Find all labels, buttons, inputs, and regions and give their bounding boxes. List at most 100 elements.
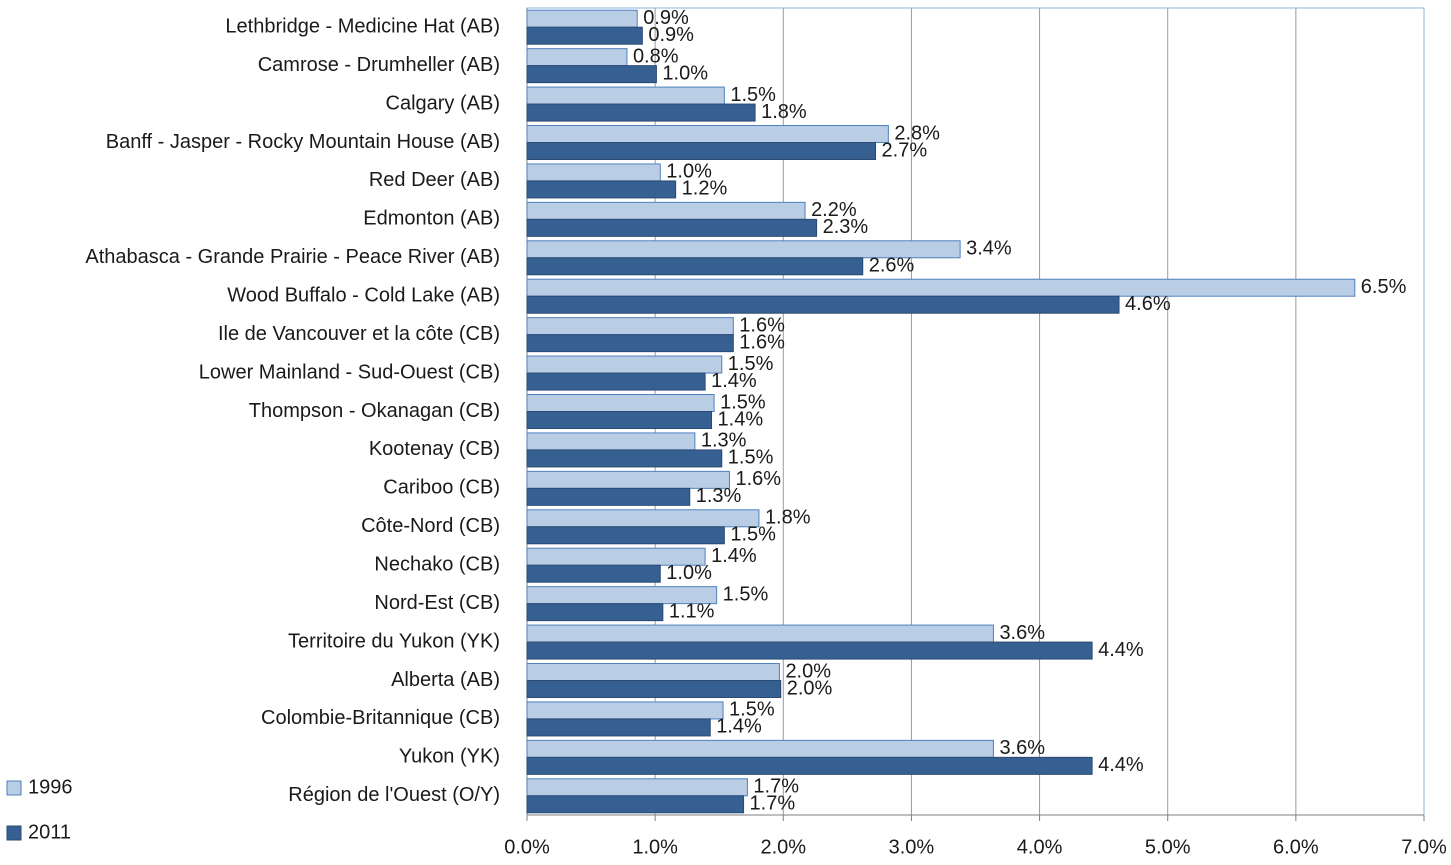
value-label: 1.5% [720,391,766,413]
bar [526,603,664,622]
legend-label: 1996 [28,776,73,798]
value-label: 1.7% [750,793,796,815]
value-label: 1.5% [728,447,774,469]
bar [526,739,994,758]
legend-swatch [6,780,22,796]
value-label: 1.0% [662,62,708,84]
value-label: 1.6% [739,331,785,353]
value-label: 1.6% [739,314,785,336]
y-tick-label: Colombie-Britannique (CB) [261,707,500,729]
value-label: 1.0% [666,161,712,183]
bar [526,180,677,199]
y-tick-label: Calgary (AB) [386,92,500,114]
y-tick-label: Région de l'Ouest (O/Y) [288,784,500,806]
value-label: 3.6% [999,622,1045,644]
value-label: 1.4% [718,408,764,430]
value-label: 1.4% [716,716,762,738]
legend-label: 2011 [28,821,71,843]
bar [526,65,657,84]
y-tick-label: Cariboo (CB) [383,477,500,499]
value-label: 1.8% [761,101,807,123]
bar [526,103,756,122]
y-tick-label: Lower Mainland - Sud-Ouest (CB) [199,361,500,383]
bar [526,295,1120,314]
value-label: 2.7% [882,139,928,161]
x-tick-label: 6.0% [1273,836,1319,858]
value-label: 1.2% [682,178,728,200]
y-tick-label: Territoire du Yukon (YK) [288,630,500,652]
bar [526,125,889,143]
bar [526,432,696,451]
bar [526,163,661,182]
bar [526,201,806,220]
y-tick-label: Côte-Nord (CB) [361,515,500,537]
value-label: 2.0% [785,660,831,682]
bar [526,142,877,160]
x-tick-label: 5.0% [1145,836,1191,858]
bar [526,48,628,67]
bar [526,624,994,643]
y-tick-label: Edmonton (AB) [363,208,500,230]
bar [526,663,780,681]
value-label: 3.6% [999,737,1045,759]
bar [526,718,711,737]
bar [526,526,725,545]
bar [526,778,748,797]
value-label: 4.4% [1098,754,1144,776]
y-tick-label: Yukon (YK) [399,746,500,768]
value-label: 0.8% [633,45,679,67]
value-label: 1.0% [666,562,712,584]
x-tick-label: 3.0% [889,836,935,858]
x-tick-label: 1.0% [632,836,678,858]
bar [526,9,638,28]
value-label: 0.9% [648,24,694,46]
value-label: 2.3% [823,216,869,238]
value-label: 1.6% [735,468,781,490]
value-label: 1.5% [730,524,776,546]
bar [526,372,706,391]
bar [526,449,723,468]
value-label: 1.5% [730,84,776,106]
value-label: 1.3% [696,485,742,507]
y-tick-label: Wood Buffalo - Cold Lake (AB) [227,284,500,306]
x-tick-label: 4.0% [1017,836,1063,858]
bar [526,278,1356,297]
y-tick-label: Lethbridge - Medicine Hat (AB) [225,15,500,37]
value-label: 2.0% [787,677,833,699]
bar [526,317,734,336]
y-tick-label: Kootenay (CB) [369,438,500,460]
legend-swatch [6,825,22,841]
bar [526,394,715,412]
bar [526,334,734,353]
value-label: 1.4% [711,370,757,392]
value-label: 0.9% [643,7,689,29]
x-tick-label: 0.0% [504,836,550,858]
value-label: 6.5% [1361,276,1407,298]
x-tick-label: 2.0% [760,836,806,858]
value-label: 1.8% [765,507,811,529]
bar [526,355,723,374]
bar [526,701,724,720]
value-label: 2.2% [811,199,857,221]
value-label: 3.4% [966,238,1012,260]
value-label: 2.8% [894,122,940,144]
value-label: 1.5% [729,699,775,721]
bar [526,680,782,698]
value-label: 1.7% [753,776,799,798]
value-label: 1.5% [728,353,774,375]
y-tick-label: Banff - Jasper - Rocky Mountain House (A… [106,131,500,153]
bar [526,641,1093,660]
y-tick-label: Camrose - Drumheller (AB) [258,54,500,76]
value-label: 2.6% [869,255,915,277]
bar [526,487,691,506]
value-label: 4.4% [1098,639,1144,661]
value-label: 1.1% [669,600,715,622]
bar [526,257,864,276]
y-tick-label: Ile de Vancouver et la côte (CB) [218,323,500,345]
value-label: 1.3% [701,430,747,452]
y-tick-label: Red Deer (AB) [369,169,500,191]
bar [526,795,745,814]
x-tick-label: 7.0% [1401,836,1447,858]
bar [526,411,713,429]
